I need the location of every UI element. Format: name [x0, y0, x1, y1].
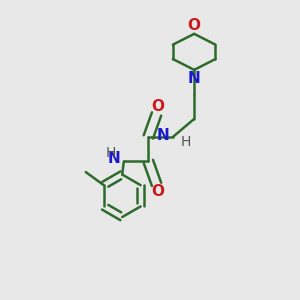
Text: H: H [106, 146, 116, 160]
Text: N: N [108, 151, 121, 166]
Text: H: H [180, 135, 190, 149]
Text: O: O [188, 18, 201, 33]
Text: O: O [152, 184, 165, 199]
Text: N: N [157, 128, 169, 143]
Text: O: O [152, 99, 165, 114]
Text: N: N [188, 70, 200, 86]
